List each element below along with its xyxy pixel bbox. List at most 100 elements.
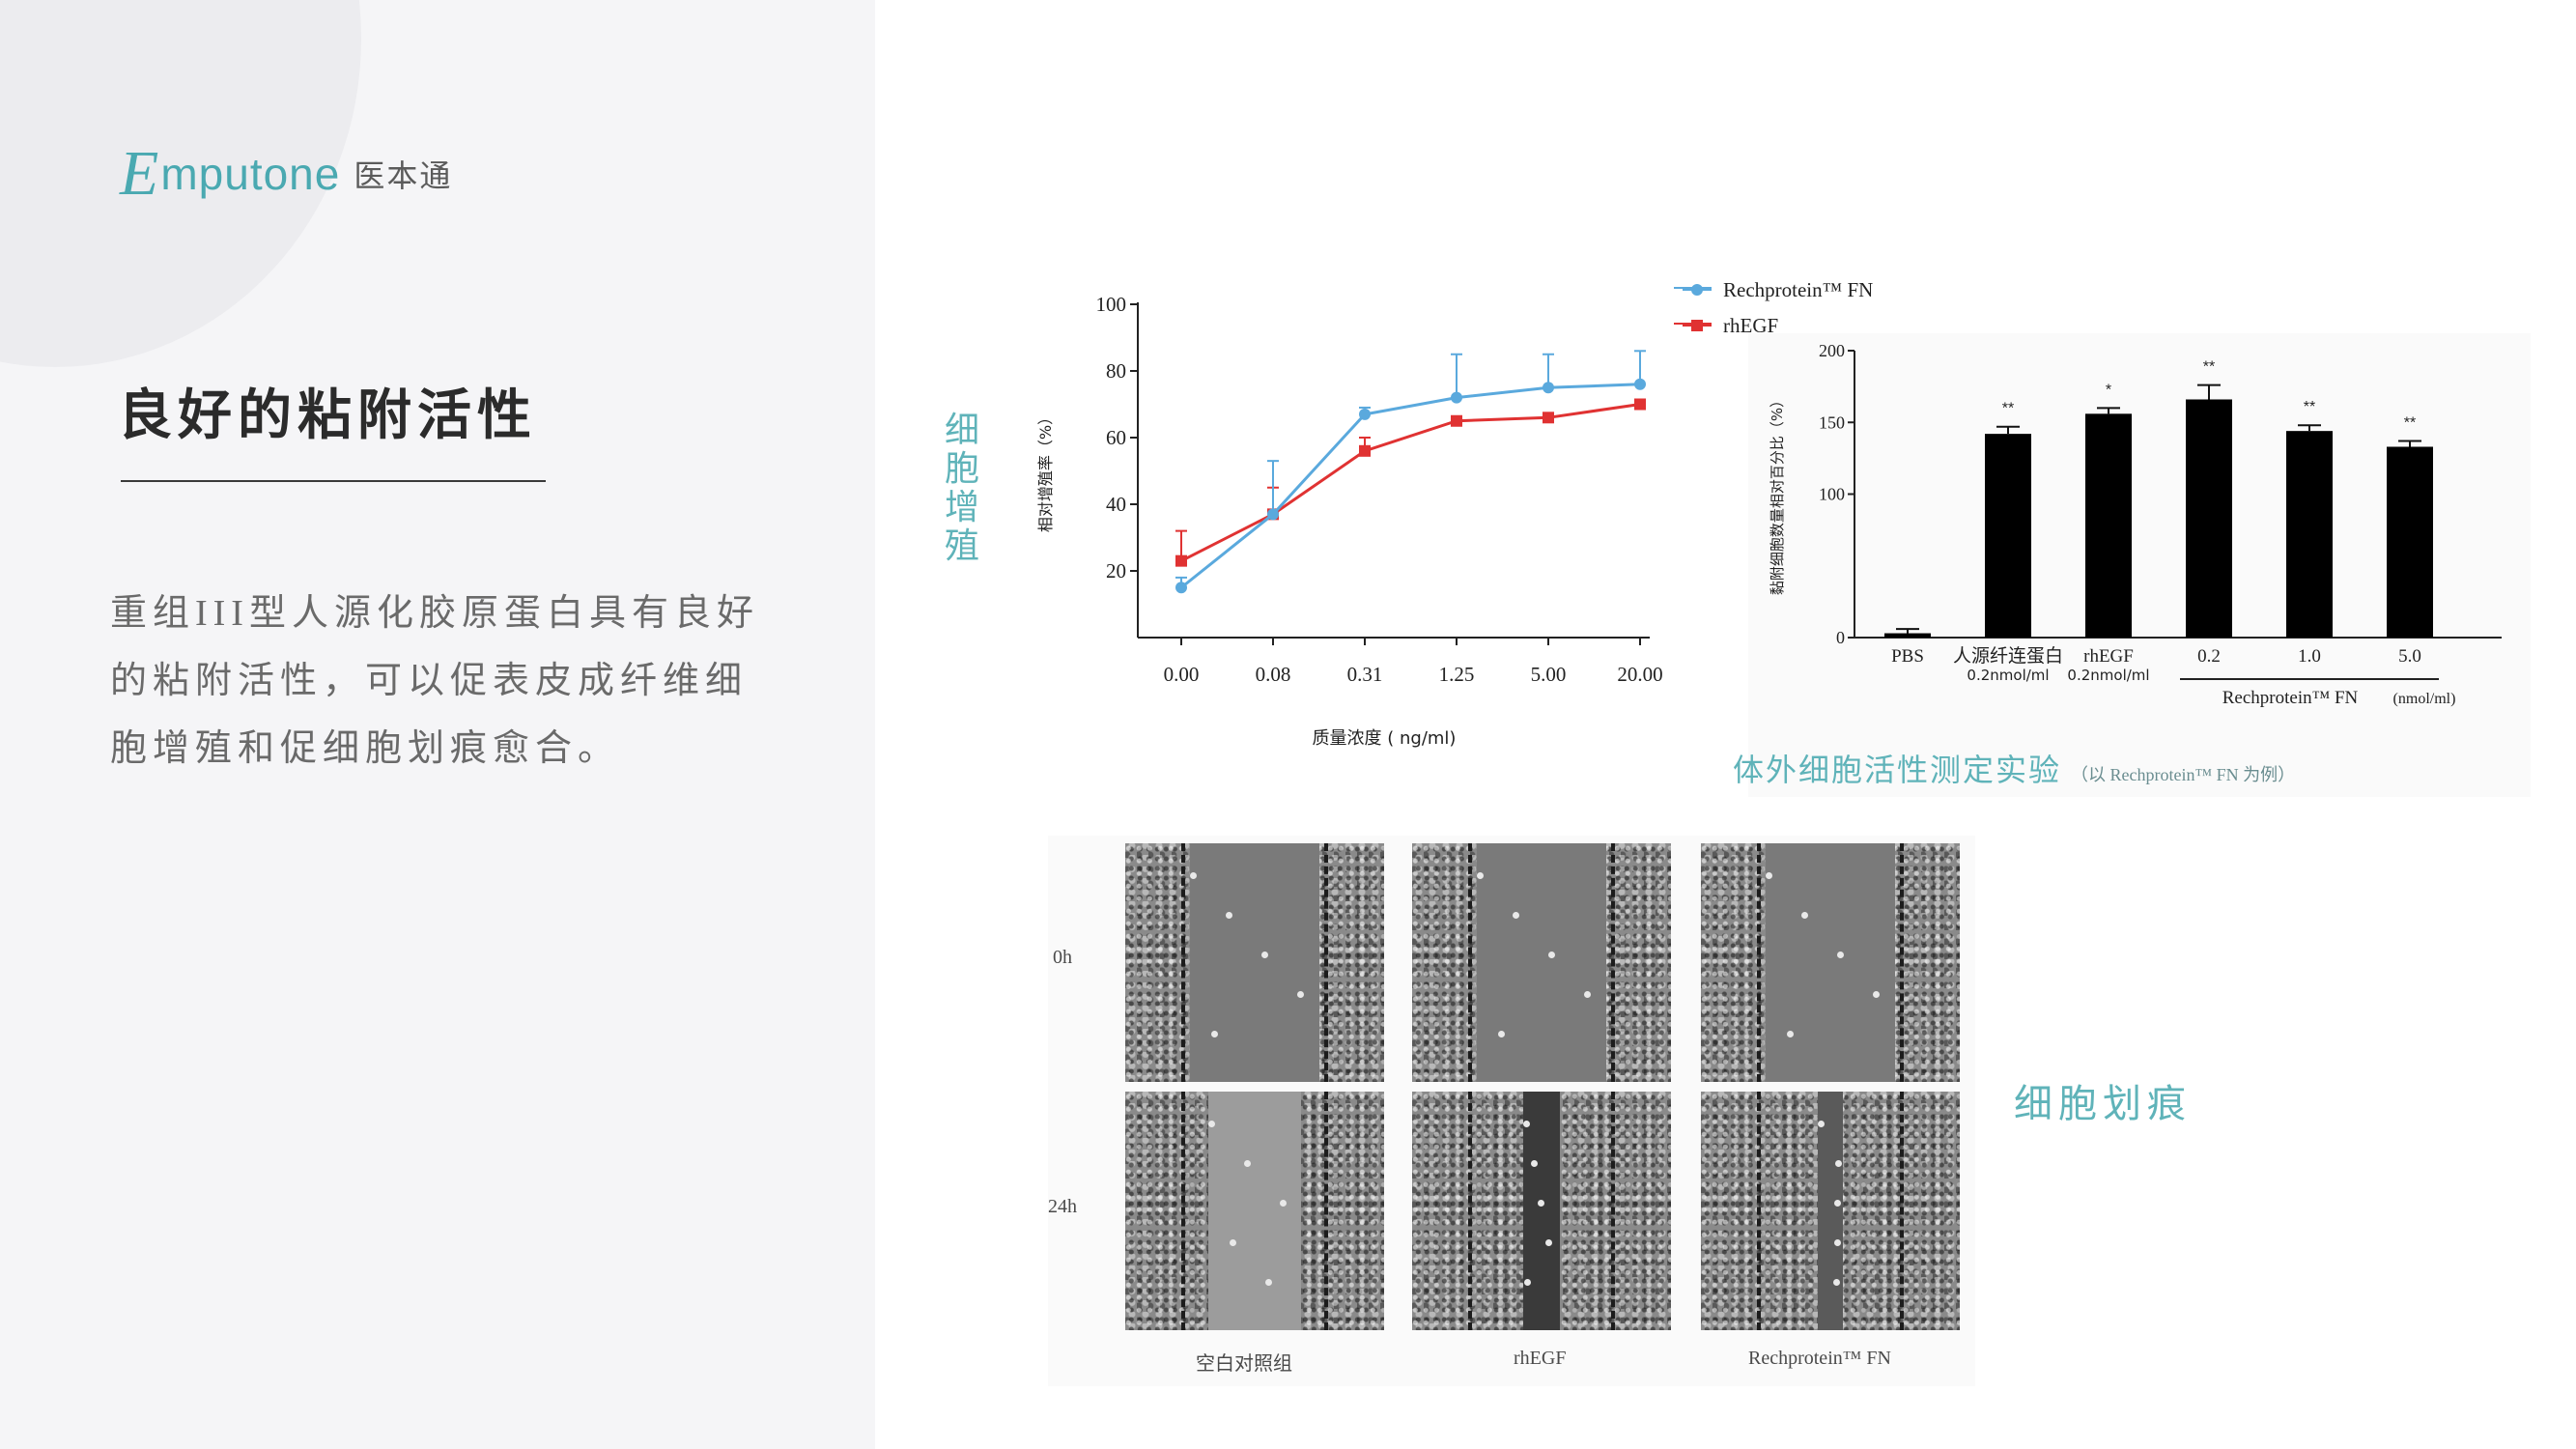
- line-chart-legend: Rechprotein™ FN rhEGF: [1683, 278, 1873, 337]
- floating-cell: [1261, 952, 1268, 958]
- column-label: rhEGF: [1514, 1348, 1567, 1369]
- y-tick-label: 40: [1106, 493, 1126, 516]
- floating-cell: [1834, 1160, 1842, 1167]
- x-tick-label: PBS: [1891, 646, 1924, 667]
- floating-cell: [1190, 872, 1197, 879]
- experiment-title: 体外细胞活性测定实验 （以 Rechprotein™ FN 为例）: [1733, 746, 2295, 790]
- wound-edge-line: [1611, 1092, 1615, 1330]
- body-line: 胞增殖和促细胞划痕愈合。: [110, 728, 621, 769]
- significance-mark: **: [2203, 359, 2215, 376]
- row-label: 0h: [1053, 947, 1072, 968]
- series-line: [1180, 383, 1641, 589]
- floating-cell: [1834, 1200, 1842, 1207]
- logo-chinese: 医本通: [354, 157, 453, 194]
- floating-cell: [1523, 1121, 1531, 1127]
- experiment-note: （以 Rechprotein™ FN 为例）: [2071, 765, 2296, 784]
- significance-mark: **: [2002, 401, 2014, 417]
- legend-label: Rechprotein™ FN: [1723, 278, 1873, 301]
- bar: [2085, 413, 2132, 638]
- floating-cell: [1833, 1239, 1841, 1246]
- y-tick-label: 60: [1106, 426, 1126, 449]
- data-point: [1359, 408, 1371, 420]
- scratch-panel: [1125, 1092, 1384, 1330]
- y-tick-label: 100: [1819, 485, 1845, 504]
- adhesion-bar-chart: 0 100 150 200 黏附细胞数量相对百分比（%） PBS ** 人源纤连蛋白0.2nm…: [1748, 333, 2531, 797]
- significance-mark: **: [2404, 415, 2416, 432]
- wound-edge-line: [1324, 1092, 1328, 1330]
- scratch-gap: [1477, 843, 1606, 1082]
- x-tick-label: 0.31: [1347, 663, 1383, 686]
- proliferation-line-chart: 20 40 60 80 100 0.00 0.08 0.31 1.25 5.00 20.00 质量浓度…: [1036, 287, 1712, 749]
- legend-label: rhEGF: [1723, 314, 1778, 337]
- scratch-gap: [1207, 1092, 1302, 1330]
- bar: [1985, 434, 2031, 638]
- body-text: 重组III型人源化胶原蛋白具有良好 的粘附活性，可以促表皮成纤维细 胞增殖和促细…: [110, 580, 767, 782]
- scratch-panel: [1701, 843, 1960, 1082]
- scratch-panel: [1125, 843, 1384, 1082]
- scratch-panel: [1412, 1092, 1671, 1330]
- data-point: [1634, 398, 1646, 411]
- x-tick-label: 1.0: [2298, 646, 2321, 667]
- y-tick-label: 20: [1106, 559, 1126, 582]
- scratch-title: 细胞划痕: [2014, 1082, 2192, 1125]
- body-line: 的粘附活性，可以促表皮成纤维细: [110, 661, 749, 701]
- logo-letter: E: [120, 138, 159, 209]
- y-tick-label: 150: [1819, 412, 1845, 432]
- floating-cell: [1530, 1160, 1538, 1167]
- wound-edge-line: [1181, 843, 1185, 1082]
- y-tick-label: 100: [1096, 293, 1127, 316]
- x-tick-label: 5.00: [1531, 663, 1567, 686]
- bar: [1884, 633, 1931, 638]
- bar: [2387, 446, 2433, 638]
- data-point: [1634, 378, 1646, 390]
- x-tick-label: 0.2: [2197, 646, 2221, 667]
- floating-cell: [1873, 991, 1880, 998]
- label-char: 殖: [944, 526, 979, 565]
- floating-cell: [1207, 1121, 1215, 1127]
- left-panel: E mputone 医本通 良好的粘附活性 重组III型人源化胶原蛋白具有良好 …: [0, 0, 875, 1449]
- wound-edge-line: [1900, 843, 1904, 1082]
- group-unit: (nmol/ml): [2393, 691, 2456, 707]
- x-tick-label: 0.2nmol/ml: [2067, 667, 2149, 684]
- floating-cell: [1787, 1031, 1794, 1037]
- legend-marker: [1691, 320, 1703, 331]
- y-tick-label: 0: [1836, 628, 1845, 647]
- y-tick-label: 200: [1819, 341, 1845, 360]
- floating-cell: [1243, 1160, 1251, 1167]
- x-tick-label: 20.00: [1617, 663, 1662, 686]
- data-point: [1359, 444, 1371, 457]
- wound-edge-line: [1757, 843, 1761, 1082]
- scratch-gap: [1523, 1092, 1560, 1330]
- wound-edge-line: [1468, 843, 1472, 1082]
- data-point: [1175, 582, 1187, 594]
- legend-marker: [1691, 284, 1703, 296]
- wound-edge-line: [1468, 1092, 1472, 1330]
- y-tick-label: 80: [1106, 359, 1126, 383]
- label-char: 增: [944, 488, 979, 526]
- floating-cell: [1523, 1279, 1531, 1286]
- significance-mark: **: [2304, 399, 2315, 415]
- floating-cell: [1279, 1200, 1287, 1207]
- scratch-panel: [1701, 1092, 1960, 1330]
- floating-cell: [1544, 1239, 1552, 1246]
- scratch-panel: [1412, 843, 1671, 1082]
- floating-cell: [1477, 872, 1484, 879]
- logo-word: mputone: [160, 149, 341, 199]
- floating-cell: [1766, 872, 1772, 879]
- floating-cell: [1584, 991, 1591, 998]
- x-tick-label: 5.0: [2398, 646, 2421, 667]
- data-point: [1175, 554, 1187, 567]
- y-axis-title: 黏附细胞数量相对百分比（%）: [1769, 393, 1786, 595]
- floating-cell: [1801, 912, 1808, 919]
- proliferation-label: 细 胞 增 殖: [943, 411, 981, 565]
- wound-edge-line: [1324, 843, 1328, 1082]
- column-label: Rechprotein™ FN: [1748, 1348, 1891, 1369]
- x-tick-label: 1.25: [1439, 663, 1475, 686]
- wound-edge-line: [1900, 1092, 1904, 1330]
- data-point: [1543, 382, 1554, 394]
- title-divider: [121, 480, 546, 482]
- floating-cell: [1498, 1031, 1505, 1037]
- x-tick-label: 人源纤连蛋白: [1953, 645, 2063, 667]
- floating-cell: [1230, 1239, 1237, 1246]
- floating-cell: [1538, 1200, 1545, 1207]
